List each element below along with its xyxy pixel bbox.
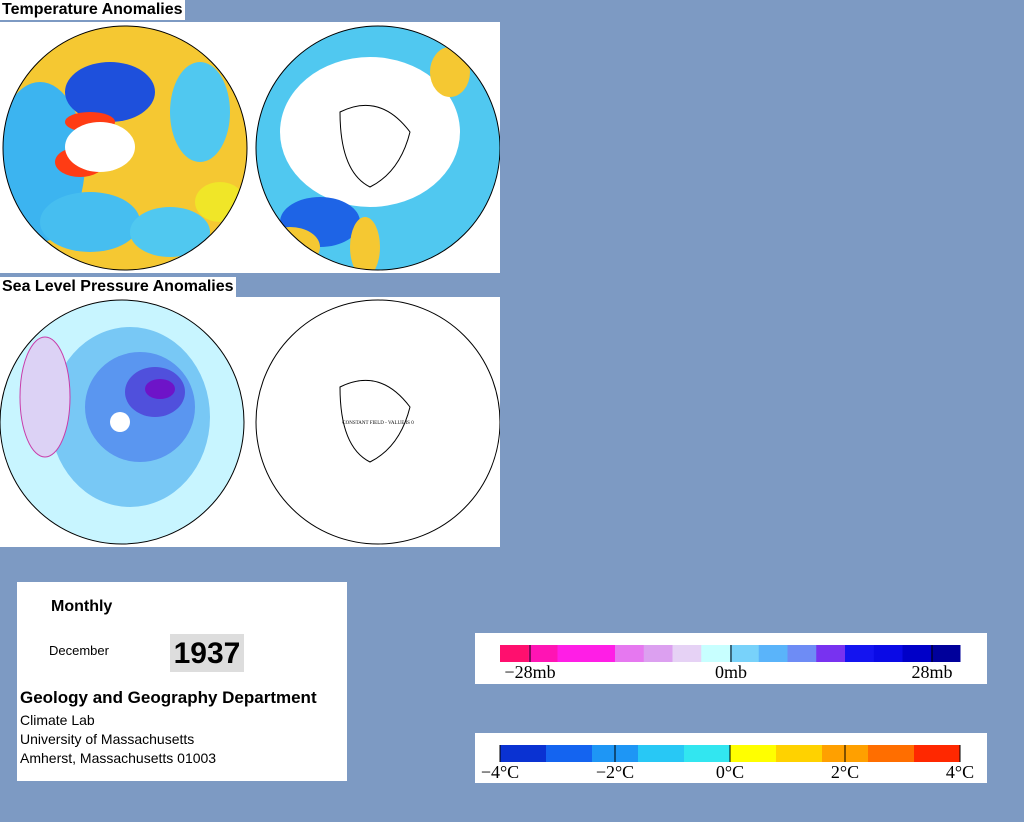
color-swatch — [816, 645, 846, 662]
color-swatch — [730, 745, 777, 762]
color-swatch — [776, 745, 823, 762]
panel-title: Temperature Anomalies — [0, 0, 185, 20]
legend: −28mb 0mb 28mb — [475, 633, 987, 684]
pressure-maps: CONSTANT FIELD - VALUE IS 0 — [0, 297, 500, 547]
color-swatch — [873, 645, 903, 662]
color-swatch — [500, 745, 547, 762]
color-swatch — [638, 745, 685, 762]
address-line: University of Massachusetts — [20, 731, 195, 747]
color-swatch — [931, 645, 961, 662]
legend-label: 0°C — [716, 762, 744, 782]
legend: −4°C −2°C 0°C 2°C 4°C — [475, 733, 987, 783]
color-swatch — [868, 745, 915, 762]
color-swatch — [500, 645, 530, 662]
color-swatch — [914, 745, 961, 762]
color-swatch — [902, 645, 932, 662]
legend-label: 28mb — [911, 662, 952, 682]
legend-label: 0mb — [715, 662, 747, 682]
color-swatch — [730, 645, 760, 662]
frequency: Monthly — [51, 598, 113, 615]
color-swatch — [546, 745, 593, 762]
color-swatch — [528, 645, 558, 662]
year: 1937 — [170, 634, 244, 672]
color-swatch — [586, 645, 616, 662]
color-swatch — [758, 645, 788, 662]
panel-title: Sea Level Pressure Anomalies — [0, 277, 236, 297]
address-line: Amherst, Massachusetts 01003 — [20, 750, 217, 766]
color-swatch — [701, 645, 731, 662]
legend-label: −4°C — [481, 762, 519, 782]
legend-label: 4°C — [946, 762, 974, 782]
info-box: Monthly December 1937 Geology and Geogra… — [17, 582, 347, 781]
color-swatch — [684, 745, 731, 762]
color-swatch — [787, 645, 817, 662]
color-swatch — [672, 645, 702, 662]
temperature-maps — [0, 22, 500, 273]
department: Geology and Geography Department — [20, 688, 317, 707]
month: December — [49, 643, 109, 658]
color-swatch — [615, 645, 645, 662]
legend-label: 2°C — [831, 762, 859, 782]
color-swatch — [557, 645, 587, 662]
color-swatch — [643, 645, 673, 662]
legend-label: −28mb — [504, 662, 555, 682]
color-swatch — [845, 645, 875, 662]
legend-label: −2°C — [596, 762, 634, 782]
address-line: Climate Lab — [20, 712, 95, 728]
map-note: CONSTANT FIELD - VALUE IS 0 — [342, 421, 414, 426]
